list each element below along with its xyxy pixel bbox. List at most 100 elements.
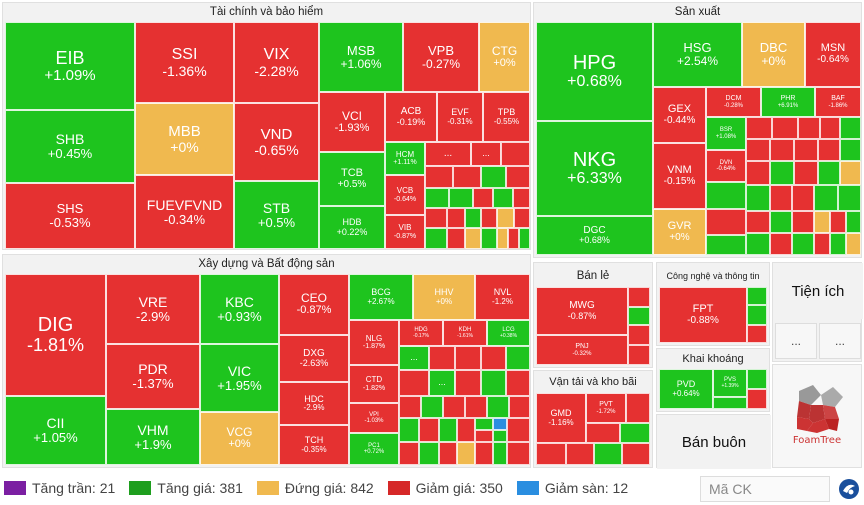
small-tile[interactable] (508, 228, 519, 249)
tile-EIB[interactable]: EIB +1.09% (5, 22, 135, 110)
small-tile[interactable] (473, 188, 493, 208)
tile-PHR[interactable]: PHR +6.91% (761, 87, 815, 117)
small-tile[interactable] (506, 346, 530, 370)
tile-VCI[interactable]: VCI -1.93% (319, 92, 385, 152)
tile-MWG[interactable]: MWG -0.87% (536, 287, 628, 335)
tile-VIX[interactable]: VIX -2.28% (234, 22, 319, 103)
small-tile[interactable] (447, 228, 465, 249)
small-tile[interactable] (772, 117, 798, 139)
small-tile[interactable] (840, 161, 861, 185)
small-tile[interactable] (507, 418, 530, 442)
small-tile[interactable] (566, 443, 594, 465)
small-tile[interactable] (746, 161, 770, 185)
tile-VPI[interactable]: VPI -1.03% (349, 403, 399, 433)
small-tile[interactable] (746, 185, 770, 211)
tile-KDH[interactable]: KDH -1.61% (443, 320, 487, 346)
small-tile[interactable] (594, 443, 622, 465)
tile-TCH[interactable]: TCH -0.35% (279, 425, 349, 465)
small-tile[interactable] (513, 188, 530, 208)
small-tile[interactable] (770, 211, 792, 233)
tile-HHV[interactable]: HHV +0% (413, 274, 475, 320)
tile-HDC[interactable]: HDC -2.9% (279, 382, 349, 425)
small-tile[interactable] (798, 117, 820, 139)
small-tile[interactable] (481, 228, 497, 249)
small-tile[interactable] (628, 287, 650, 307)
small-tile[interactable] (628, 345, 650, 365)
small-tile[interactable] (481, 208, 497, 228)
small-tile[interactable] (509, 396, 530, 418)
small-tile[interactable] (457, 442, 475, 465)
small-tile[interactable] (465, 396, 487, 418)
small-tile[interactable] (840, 117, 861, 139)
small-tile[interactable] (626, 393, 650, 423)
small-tile[interactable] (455, 370, 481, 396)
tile-VND[interactable]: VND -0.65% (234, 103, 319, 181)
small-tile[interactable] (493, 442, 507, 465)
tile-MBB[interactable]: MBB +0% (135, 103, 234, 175)
tile-VIC[interactable]: VIC +1.95% (200, 344, 279, 412)
small-tile[interactable] (514, 208, 530, 228)
small-tile[interactable] (481, 166, 506, 188)
small-tile[interactable] (770, 233, 792, 255)
tile-DIG[interactable]: DIG -1.81% (5, 274, 106, 396)
small-tile[interactable] (497, 228, 508, 249)
tile-more[interactable]: ... (429, 370, 455, 396)
small-tile[interactable] (746, 139, 770, 161)
small-tile[interactable] (501, 142, 530, 166)
small-tile[interactable] (846, 211, 861, 233)
small-tile[interactable] (493, 418, 507, 430)
tile-PDR[interactable]: PDR -1.37% (106, 344, 200, 409)
small-tile[interactable] (419, 442, 439, 465)
small-tile[interactable] (425, 166, 453, 188)
tile-HDB[interactable]: HDB +0.22% (319, 206, 385, 249)
small-tile[interactable] (770, 139, 794, 161)
small-tile[interactable] (706, 235, 746, 255)
small-tile[interactable] (475, 418, 493, 430)
small-tile[interactable] (465, 228, 481, 249)
tile-LCG[interactable]: LCG +0.38% (487, 320, 530, 346)
tile-SHS[interactable]: SHS -0.53% (5, 183, 135, 249)
small-tile[interactable] (497, 208, 514, 228)
small-tile[interactable] (814, 211, 830, 233)
small-tile[interactable] (747, 287, 767, 305)
small-tile[interactable] (453, 166, 481, 188)
tile-VCG[interactable]: VCG +0% (200, 412, 279, 465)
small-tile[interactable] (443, 396, 465, 418)
tile-DXG[interactable]: DXG -2.63% (279, 335, 349, 382)
tile-FPT[interactable]: FPT -0.88% (659, 287, 747, 343)
tile-PVD[interactable]: PVD +0.64% (659, 369, 713, 409)
tile-NKG[interactable]: NKG +6.33% (536, 121, 653, 216)
small-tile[interactable] (419, 418, 439, 442)
small-tile[interactable] (792, 233, 814, 255)
tile-more[interactable]: ... (425, 142, 471, 166)
tile-FUEVFVND[interactable]: FUEVFVND -0.34% (135, 175, 234, 249)
small-tile[interactable] (628, 325, 650, 345)
small-tile[interactable] (506, 370, 530, 396)
tile-CTG[interactable]: CTG +0% (479, 22, 530, 92)
tile-DGC[interactable]: DGC +0.68% (536, 216, 653, 255)
tile-STB[interactable]: STB +0.5% (234, 181, 319, 249)
small-tile[interactable] (838, 185, 861, 211)
small-tile[interactable] (425, 208, 447, 228)
small-tile[interactable] (747, 369, 767, 389)
tile-VIB[interactable]: VIB -0.87% (385, 215, 425, 249)
small-tile[interactable] (770, 161, 794, 185)
small-tile[interactable] (399, 396, 421, 418)
stock-code-input[interactable]: Mã CK (700, 476, 830, 502)
tile-CTD[interactable]: CTD -1.82% (349, 365, 399, 403)
tile-VRE[interactable]: VRE -2.9% (106, 274, 200, 344)
small-tile[interactable] (399, 442, 419, 465)
small-tile[interactable] (747, 389, 767, 409)
tile-NVL[interactable]: NVL -1.2% (475, 274, 530, 320)
small-tile[interactable] (439, 418, 457, 442)
small-tile[interactable] (713, 397, 747, 409)
tile-HPG[interactable]: HPG +0.68% (536, 22, 653, 121)
search-icon[interactable] (838, 478, 860, 500)
small-tile[interactable] (493, 188, 513, 208)
small-tile[interactable] (455, 346, 481, 370)
small-tile[interactable] (475, 442, 493, 465)
tile-NLG[interactable]: NLG -1.87% (349, 320, 399, 365)
small-tile[interactable] (746, 117, 772, 139)
small-tile[interactable] (519, 228, 530, 249)
more-label[interactable]: ... (819, 323, 861, 359)
